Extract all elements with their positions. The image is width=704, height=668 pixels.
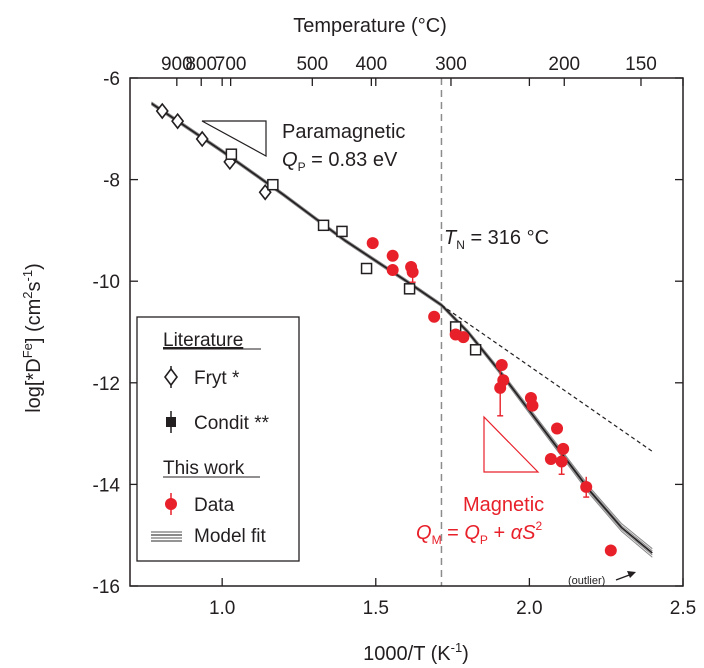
mag-q-sub: M: [432, 533, 442, 547]
plot-frame: [129, 77, 684, 587]
data-point: [406, 266, 419, 279]
legend-data-label: Data: [194, 495, 235, 516]
x-tick-label: 1.0: [209, 598, 235, 619]
paramagnetic-slope-triangle: [201, 120, 267, 158]
condit-point: [317, 219, 330, 232]
data-point: [495, 359, 508, 372]
top-tick-label: 900: [161, 54, 193, 75]
legend-model-swatch: [151, 531, 182, 542]
paramagnetic-label: Paramagnetic: [282, 121, 405, 143]
mag-eq: =: [442, 522, 465, 544]
legend-fryt-marker: [164, 367, 178, 387]
top-tick-label: 150: [625, 54, 657, 75]
data-point: [386, 264, 399, 277]
x-axis-title-sup: -1: [451, 640, 463, 655]
y-axis-title-sup2: 2: [20, 291, 35, 298]
y-tick-label: -12: [93, 374, 120, 395]
paramagnetic-q-label: QP = 0.83 eV: [282, 149, 398, 174]
fryt-point: [155, 102, 169, 120]
condit-point: [360, 262, 373, 275]
neel-temperature-label: TN = 316 °C: [444, 227, 549, 252]
y-axis-title: log[*DFe] (cm2s-1): [20, 263, 45, 413]
condit-point: [225, 148, 238, 160]
legend-condit-label: Condit **: [194, 413, 270, 434]
x-axis-title-main: 1000/T (K: [363, 643, 451, 665]
legend-model-label: Model fit: [194, 526, 267, 547]
data-point: [555, 455, 568, 468]
mag-alpha: αS: [511, 522, 536, 544]
para-q: Q: [282, 149, 298, 171]
data-point: [386, 249, 399, 262]
magnetic-label: Magnetic: [463, 494, 544, 516]
condit-point: [336, 225, 348, 238]
x-tick-label: 1.5: [363, 598, 389, 619]
data-point: [428, 310, 441, 323]
data-point: [494, 381, 507, 394]
neel-sub: N: [456, 238, 465, 252]
x-tick-label: 2.0: [516, 598, 542, 619]
x-axis-title: 1000/T (K-1): [363, 640, 469, 665]
y-axis-title-sup3: -1: [20, 270, 35, 282]
top-axis-title: Temperature (°C): [293, 15, 447, 37]
mag-q: Q: [416, 522, 432, 544]
outlier-arrowhead: [627, 571, 636, 578]
y-tick-label: -6: [103, 69, 120, 90]
mag-plus: +: [488, 522, 511, 544]
top-tick-label: 200: [548, 54, 580, 75]
mag-qp-sub: P: [480, 533, 488, 547]
neel-value: = 316 °C: [465, 227, 549, 249]
y-tick-label: -10: [93, 272, 120, 293]
x-axis-title-end: ): [462, 643, 469, 665]
data-point: [551, 422, 564, 435]
data-point: [526, 399, 539, 412]
para-q-sub: P: [298, 160, 306, 174]
x-tick-label: 2.5: [670, 598, 696, 619]
y-axis-title-sup1: Fe: [20, 343, 35, 358]
mag-alpha-sup: 2: [535, 519, 542, 533]
top-tick-label: 300: [435, 54, 467, 75]
magnetic-equation: QM = QP + αS2: [416, 519, 542, 547]
fryt-point: [195, 130, 209, 148]
top-tick-label: 400: [355, 54, 387, 75]
legend: Literature Fryt * Condit ** This work Da…: [136, 316, 300, 562]
data-point: [544, 453, 557, 465]
y-tick-label: -8: [103, 171, 120, 192]
legend-data-marker: [165, 498, 177, 510]
paramagnetic-extrapolation-line: [441, 304, 653, 452]
y-axis-title-mid: ] (cm: [23, 299, 45, 343]
top-tick-label: 500: [296, 54, 328, 75]
condit-point: [469, 344, 482, 356]
y-axis-title-end: ): [23, 263, 45, 270]
neel-t: T: [444, 227, 458, 249]
condit-point: [267, 178, 279, 191]
outlier-label: (outlier): [568, 575, 605, 587]
y-axis-title-main: log[*D: [23, 358, 45, 412]
y-tick-label: -14: [93, 475, 121, 496]
mag-qp: Q: [464, 522, 480, 544]
legend-literature-heading: Literature: [163, 330, 243, 351]
condit-point: [403, 283, 416, 295]
model-fit-line: [151, 102, 653, 554]
mark-layer: [155, 102, 617, 557]
legend-box: [136, 316, 300, 562]
data-point: [557, 442, 570, 455]
data-point: [366, 237, 379, 250]
top-tick-label: 800: [185, 54, 217, 75]
para-q-value: = 0.83 eV: [306, 149, 398, 171]
data-point: [457, 331, 470, 344]
legend-condit-marker: [166, 417, 176, 427]
fryt-point: [171, 112, 185, 130]
y-tick-label: -16: [93, 577, 120, 598]
top-tick-label: 700: [215, 54, 247, 75]
data-point: [580, 480, 593, 493]
data-point: [604, 544, 617, 557]
y-axis-title-mid2: s: [23, 281, 45, 291]
legend-thiswork-heading: This work: [163, 458, 245, 479]
magnetic-slope-triangle: [483, 415, 540, 473]
legend-fryt-label: Fryt *: [194, 368, 240, 389]
